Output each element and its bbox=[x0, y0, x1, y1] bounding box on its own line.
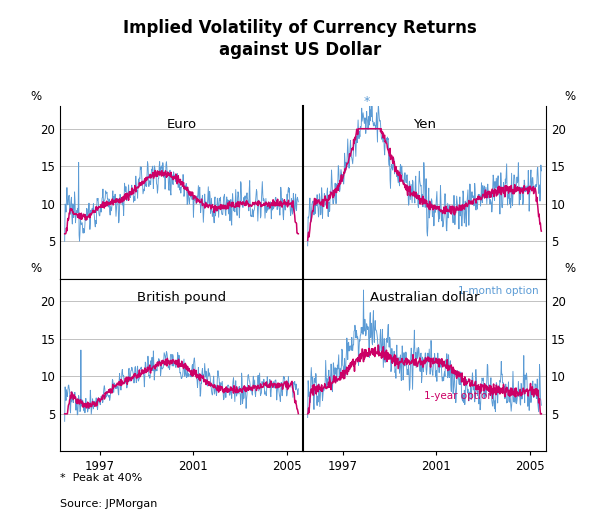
Text: British pound: British pound bbox=[137, 291, 226, 304]
Text: %: % bbox=[565, 262, 576, 275]
Text: %: % bbox=[565, 90, 576, 103]
Text: 1-month option: 1-month option bbox=[458, 286, 539, 296]
Text: Source: JPMorgan: Source: JPMorgan bbox=[60, 499, 157, 509]
Text: Euro: Euro bbox=[166, 118, 197, 131]
Text: Australian dollar: Australian dollar bbox=[370, 291, 479, 304]
Text: %: % bbox=[30, 90, 41, 103]
Text: Yen: Yen bbox=[413, 118, 436, 131]
Text: 1-year option: 1-year option bbox=[425, 391, 494, 401]
Text: *: * bbox=[364, 95, 370, 108]
Text: %: % bbox=[30, 262, 41, 275]
Text: *  Peak at 40%: * Peak at 40% bbox=[60, 473, 142, 483]
Text: Implied Volatility of Currency Returns
against US Dollar: Implied Volatility of Currency Returns a… bbox=[123, 19, 477, 59]
